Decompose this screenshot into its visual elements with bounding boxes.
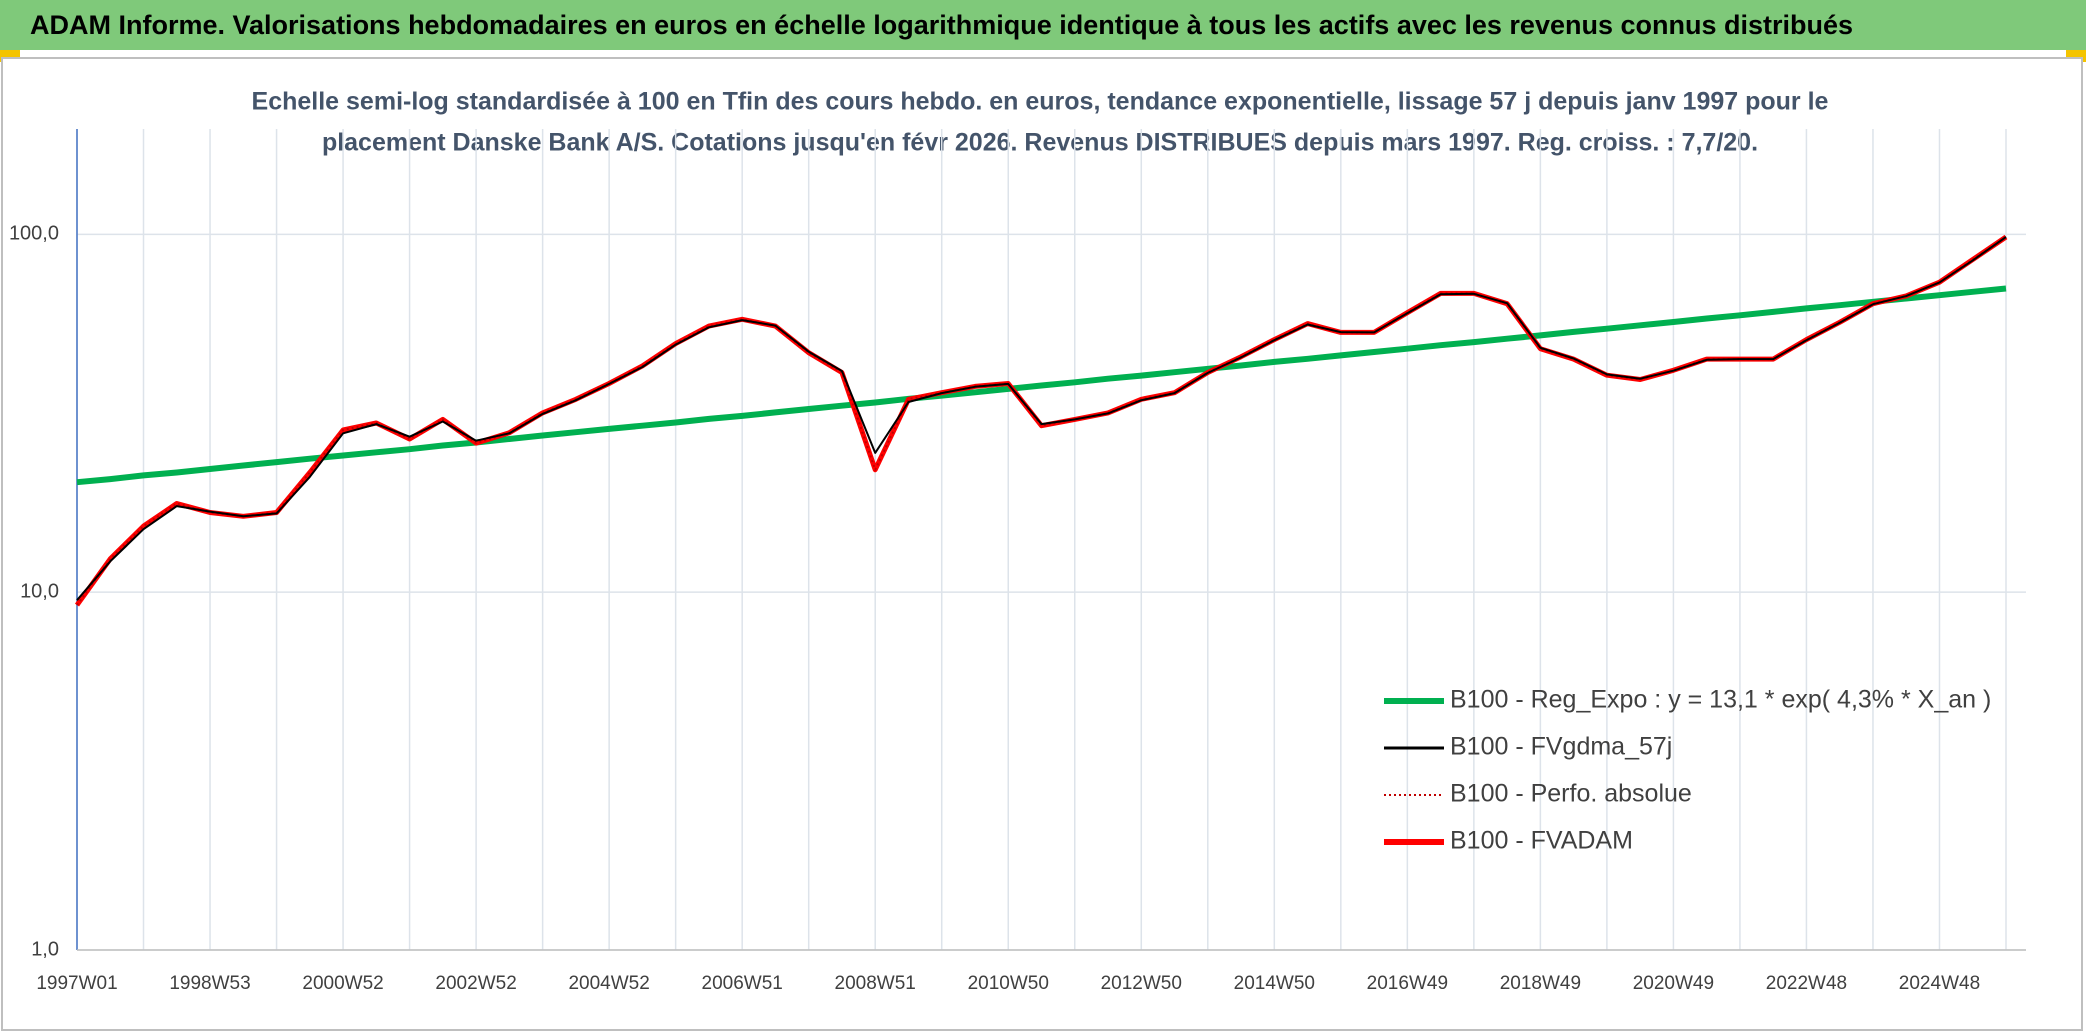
x-tick-label: 1997W01	[36, 973, 117, 994]
x-tick-label: 2022W48	[1766, 973, 1847, 994]
x-tick-label: 2014W50	[1234, 973, 1315, 994]
series-line	[76, 285, 2007, 486]
legend-label: B100 - FVADAM	[1450, 827, 1633, 855]
x-tick-label: 2000W52	[302, 973, 383, 994]
page-title: ADAM Informe. Valorisations hebdomadaire…	[30, 10, 1853, 40]
chart-title: Echelle semi-log standardisée à 100 en T…	[252, 88, 1829, 116]
x-tick-label: 1998W53	[169, 973, 250, 994]
x-tick-label: 2012W50	[1101, 973, 1182, 994]
x-tick-label: 2002W52	[435, 973, 516, 994]
x-tick-label: 2020W49	[1633, 973, 1714, 994]
header-band	[0, 0, 2086, 50]
x-tick-label: 2024W48	[1899, 973, 1980, 994]
x-tick-label: 2008W51	[835, 973, 916, 994]
x-tick-label: 2016W49	[1367, 973, 1448, 994]
y-tick-label: 1,0	[31, 938, 59, 960]
legend-label: B100 - FVgdma_57j	[1450, 733, 1672, 761]
chart-frame	[1, 57, 2083, 1031]
series-line	[76, 236, 2007, 601]
x-tick-label: 2010W50	[968, 973, 1049, 994]
y-tick-label: 100,0	[9, 223, 59, 245]
legend-label: B100 - Reg_Expo : y = 13,1 * exp( 4,3% *…	[1450, 686, 1991, 714]
y-tick-label: 10,0	[20, 580, 59, 602]
legend-label: B100 - Perfo. absolue	[1450, 780, 1692, 808]
x-tick-label: 2018W49	[1500, 973, 1581, 994]
chart-title: placement Danske Bank A/S. Cotations jus…	[322, 129, 1758, 157]
x-tick-label: 2006W51	[702, 973, 783, 994]
x-tick-label: 2004W52	[568, 973, 649, 994]
